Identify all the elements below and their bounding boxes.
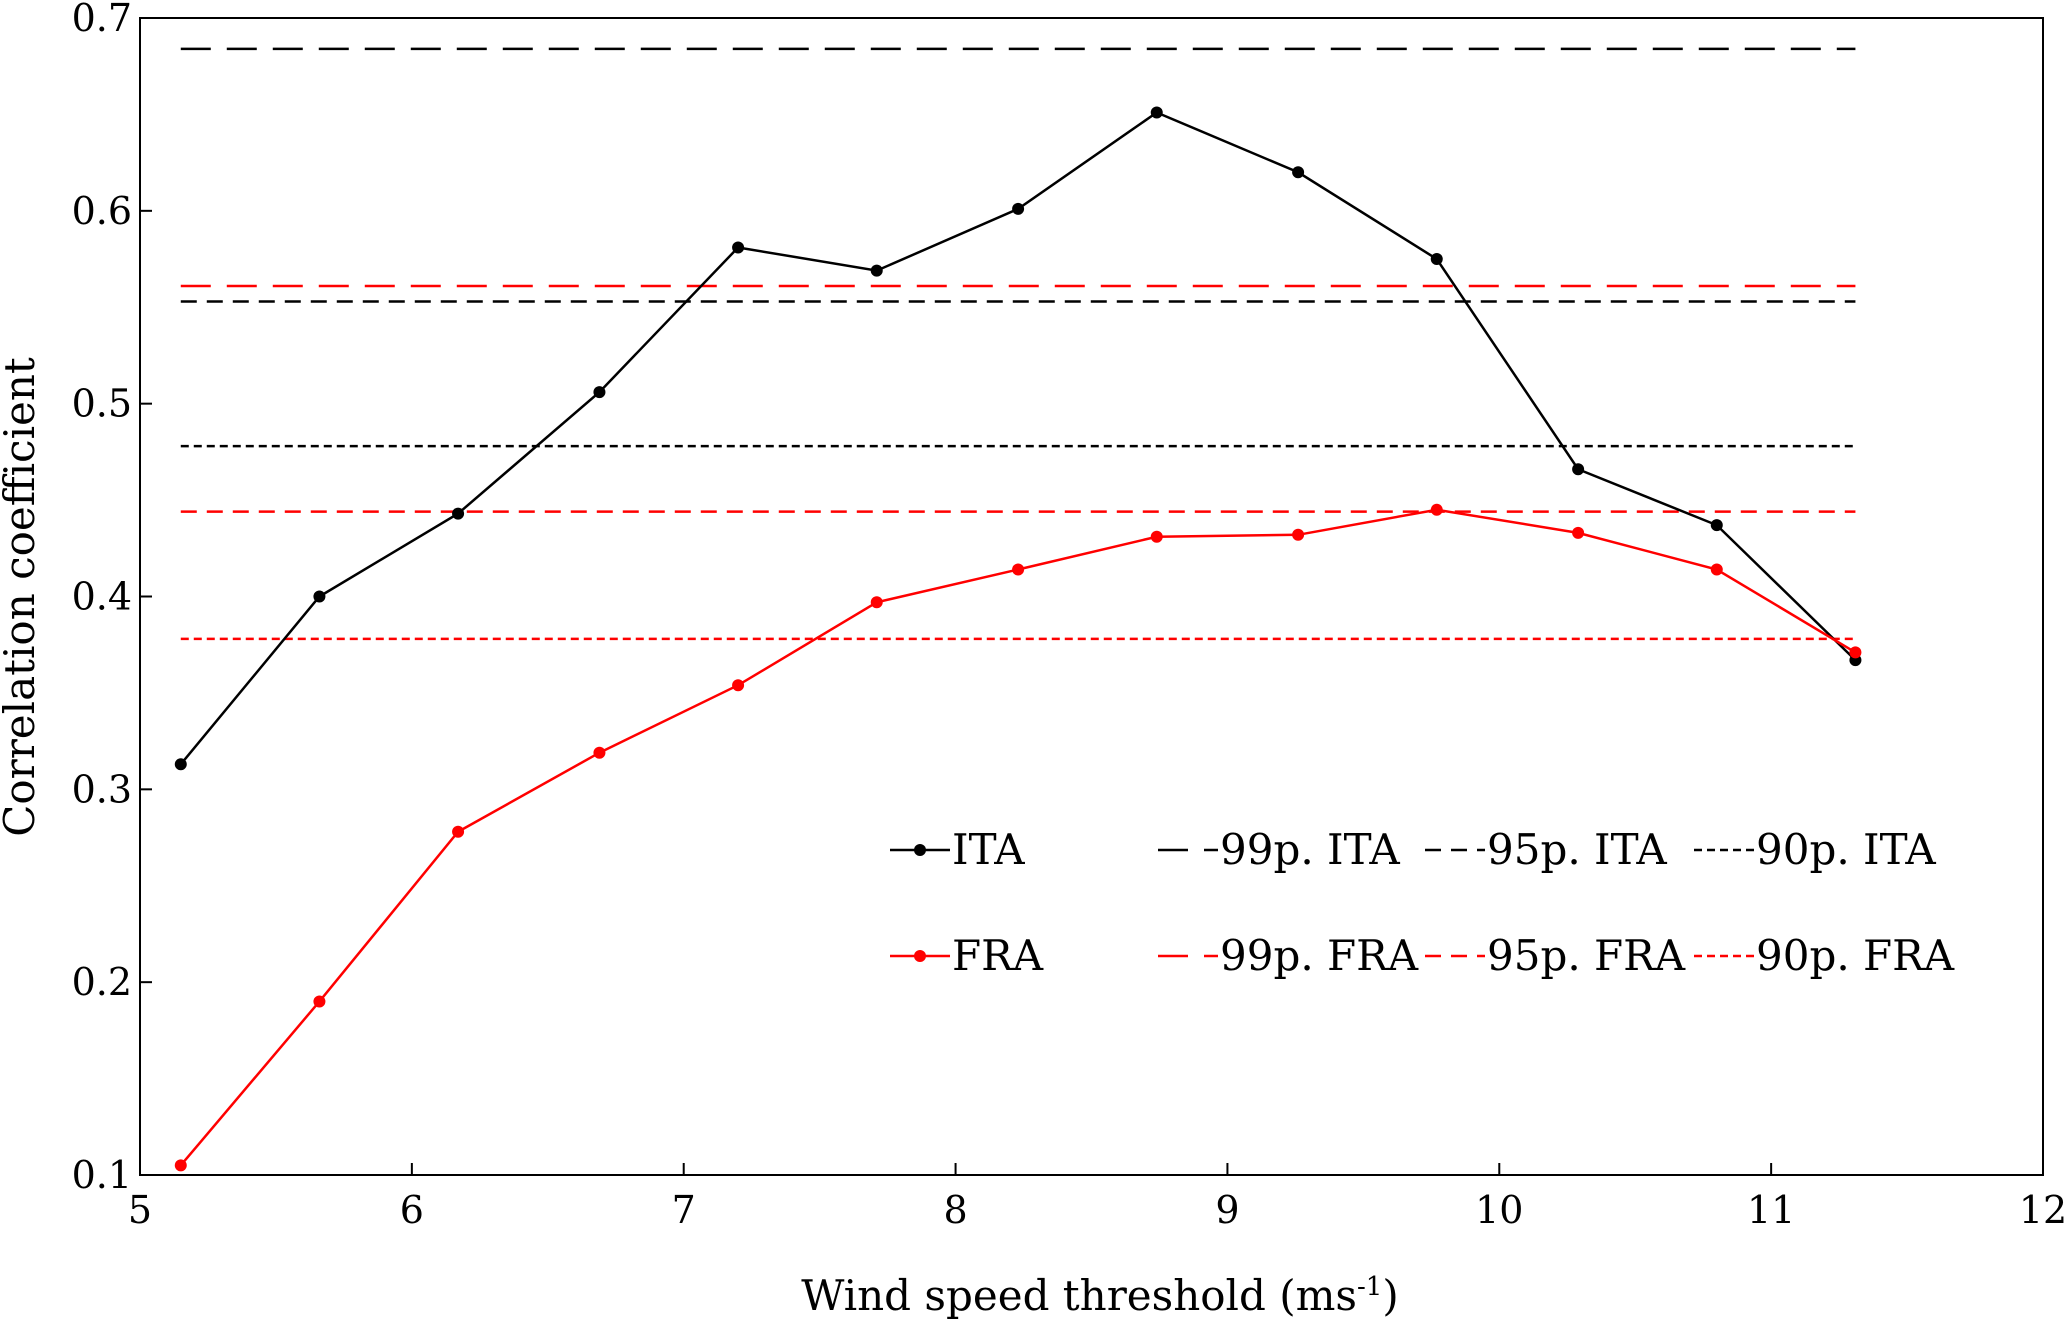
x-tick-label: 8 [943,1188,967,1232]
data-point [1572,463,1585,476]
data-point [732,679,745,692]
data-point [593,746,606,759]
y-tick-label: 0.2 [72,960,132,1004]
legend-label: 90p. FRA [1756,931,1955,980]
y-tick-label: 0.5 [72,382,132,426]
y-axis: 0.1 0.2 0.3 0.4 0.5 0.6 0.7 [72,0,152,1197]
x-axis-title-superscript: -1 [1357,1272,1382,1302]
data-point [1849,646,1862,659]
data-point [1292,528,1305,541]
legend-label: 90p. ITA [1756,825,1936,874]
x-axis-title-close: ) [1382,1271,1398,1320]
legend-item: ITA [890,825,1025,874]
legend-label: 95p. FRA [1487,931,1686,980]
legend-label: 99p. ITA [1220,825,1400,874]
data-point [1710,519,1723,532]
data-point [1292,166,1305,179]
y-axis-title: Correlation coefficient [0,357,44,837]
legend-item: 95p. ITA [1425,825,1667,874]
x-axis: 5 6 7 8 9 10 11 12 [128,1163,2067,1232]
data-point [1572,526,1585,539]
reference-lines [180,47,1856,641]
data-point [313,590,326,603]
y-tick-label: 0.1 [72,1153,132,1197]
data-point [174,758,187,771]
legend-label: 99p. FRA [1220,931,1419,980]
data-point [870,596,883,609]
y-tick-label: 0.7 [72,0,132,40]
x-tick-label: 10 [1475,1188,1523,1232]
y-tick-label: 0.6 [72,189,132,233]
legend-item: 99p. FRA [1158,931,1419,980]
legend-item: 90p. FRA [1694,931,1955,980]
x-tick-label: 7 [672,1188,696,1232]
plot-frame [139,17,2044,1176]
x-tick-label: 11 [1747,1188,1795,1232]
x-tick-label: 9 [1215,1188,1239,1232]
legend: ITA 99p. ITA 95p. ITA 90p. ITA FRA 99p. FRA 95… [890,825,1955,980]
data-point [174,1159,187,1172]
legend-label: 95p. ITA [1487,825,1667,874]
data-point [593,386,606,399]
data-point [870,264,883,277]
legend-item: FRA [890,931,1044,980]
x-tick-label: 12 [2019,1188,2067,1232]
legend-item: 90p. ITA [1694,825,1936,874]
legend-marker [914,950,926,962]
x-axis-title-main: Wind speed threshold (ms [801,1271,1357,1320]
y-tick-label: 0.4 [72,575,132,619]
legend-label: FRA [952,931,1044,980]
data-point [1430,503,1443,516]
legend-marker [914,844,926,856]
series-layer [174,106,1862,1172]
x-tick-label: 5 [128,1188,152,1232]
data-point [732,241,745,254]
legend-label: ITA [952,825,1025,874]
data-point [1150,106,1163,119]
data-point [1430,253,1443,266]
data-point [1012,202,1025,215]
x-tick-label: 6 [400,1188,424,1232]
data-point [1150,530,1163,543]
data-point [313,995,326,1008]
x-axis-title: Wind speed threshold (ms-1) [801,1271,1398,1320]
data-point [1012,563,1025,576]
data-point [452,825,465,838]
data-point [1710,563,1723,576]
data-point [452,507,465,520]
legend-item: 99p. ITA [1158,825,1400,874]
legend-item: 95p. FRA [1425,931,1686,980]
y-tick-label: 0.3 [72,767,132,811]
